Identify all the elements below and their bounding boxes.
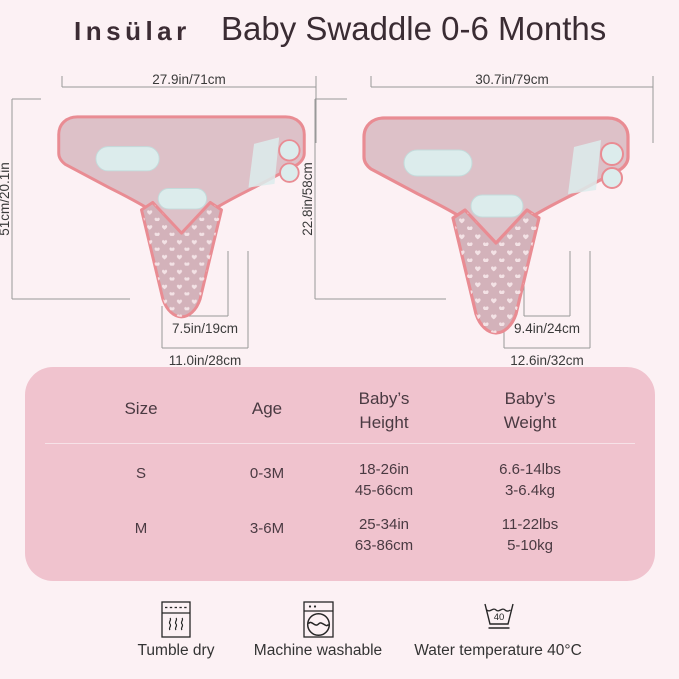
svg-text:40: 40 <box>494 612 505 623</box>
svg-text:51cm/20.1in: 51cm/20.1in <box>0 162 12 236</box>
svg-text:9.4in/24cm: 9.4in/24cm <box>514 321 580 336</box>
svg-text:22.8in/58cm: 22.8in/58cm <box>300 162 315 236</box>
svg-text:30.7in/79cm: 30.7in/79cm <box>475 72 549 87</box>
svg-text:11.0in/28cm: 11.0in/28cm <box>169 353 242 368</box>
svg-text:7.5in/19cm: 7.5in/19cm <box>172 321 238 336</box>
svg-text:12.6in/32cm: 12.6in/32cm <box>510 353 584 368</box>
svg-text:27.9in/71cm: 27.9in/71cm <box>152 72 226 87</box>
